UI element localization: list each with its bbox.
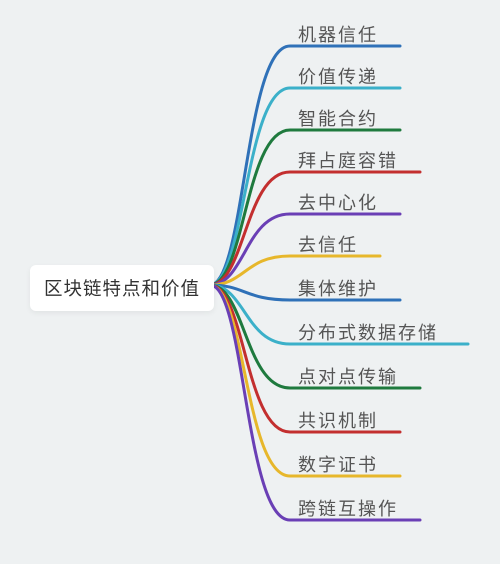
root-label: 区块链特点和价值 xyxy=(44,278,200,299)
leaf-node[interactable]: 数字证书 xyxy=(298,451,378,477)
leaf-node[interactable]: 跨链互操作 xyxy=(298,495,398,521)
leaf-label: 共识机制 xyxy=(298,411,378,431)
leaf-label: 数字证书 xyxy=(298,455,378,475)
leaf-label: 智能合约 xyxy=(298,109,378,129)
leaf-label: 跨链互操作 xyxy=(298,499,398,519)
leaf-node[interactable]: 去信任 xyxy=(298,231,358,257)
leaf-node[interactable]: 拜占庭容错 xyxy=(298,147,398,173)
leaf-label: 集体维护 xyxy=(298,279,378,299)
root-node[interactable]: 区块链特点和价值 xyxy=(30,265,214,311)
leaf-node[interactable]: 去中心化 xyxy=(298,189,378,215)
leaf-node[interactable]: 集体维护 xyxy=(298,275,378,301)
leaf-node[interactable]: 智能合约 xyxy=(298,105,378,131)
leaf-node[interactable]: 机器信任 xyxy=(298,21,378,47)
leaf-label: 机器信任 xyxy=(298,25,378,45)
mindmap-canvas: 区块链特点和价值 机器信任价值传递智能合约拜占庭容错去中心化去信任集体维护分布式… xyxy=(0,0,500,564)
leaf-label: 价值传递 xyxy=(298,67,378,87)
leaf-label: 分布式数据存储 xyxy=(298,323,438,343)
leaf-label: 去中心化 xyxy=(298,193,378,213)
leaf-label: 拜占庭容错 xyxy=(298,151,398,171)
leaf-label: 点对点传输 xyxy=(298,367,398,387)
leaf-node[interactable]: 分布式数据存储 xyxy=(298,319,438,345)
leaf-node[interactable]: 价值传递 xyxy=(298,63,378,89)
leaf-label: 去信任 xyxy=(298,235,358,255)
leaf-node[interactable]: 点对点传输 xyxy=(298,363,398,389)
leaf-node[interactable]: 共识机制 xyxy=(298,407,378,433)
